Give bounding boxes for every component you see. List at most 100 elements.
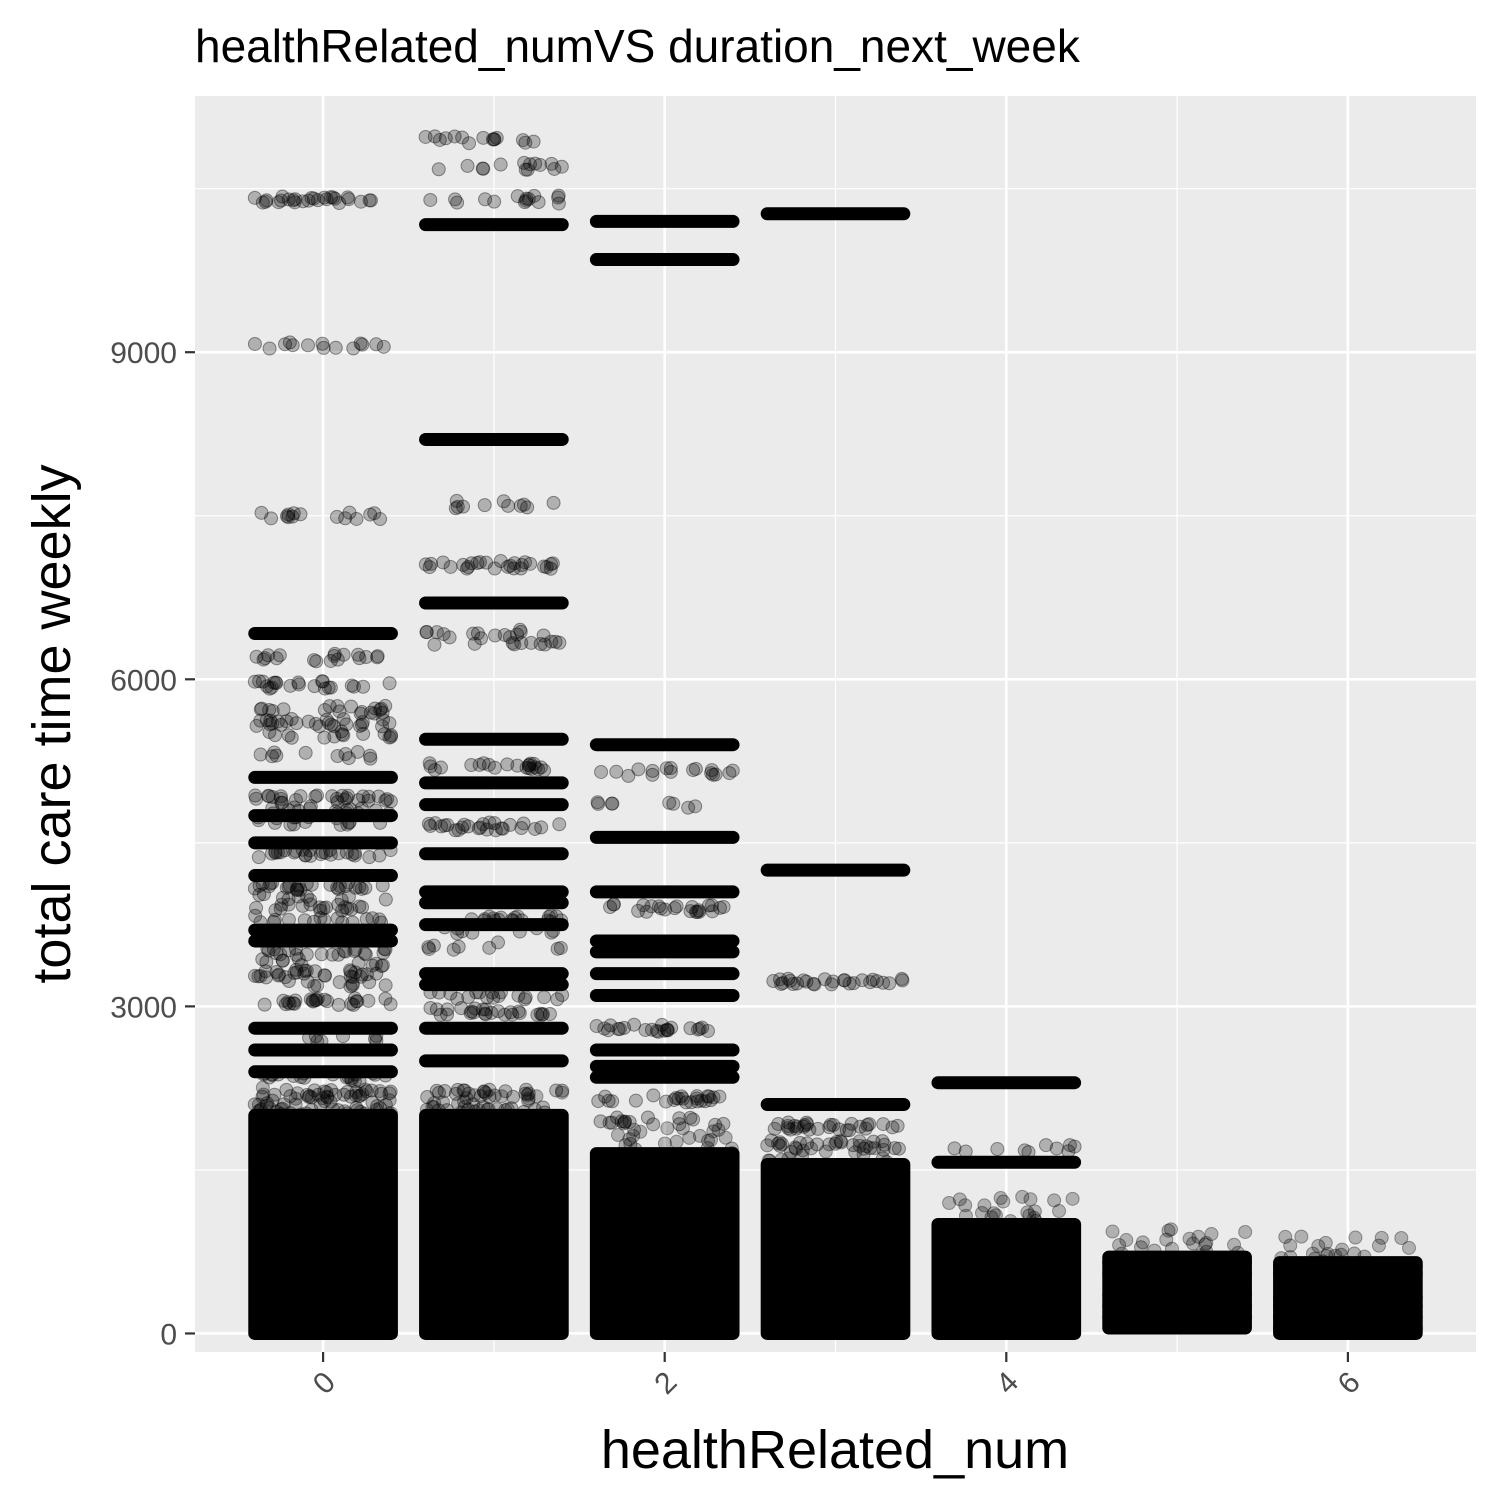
data-point (358, 880, 373, 895)
data-point (330, 806, 345, 821)
data-point (597, 1021, 612, 1036)
data-point (646, 1088, 661, 1103)
data-point (298, 848, 313, 863)
data-point (362, 975, 377, 990)
data-point (514, 820, 529, 835)
data-point (692, 904, 707, 919)
data-point (621, 768, 636, 783)
solid-point-band (419, 1054, 569, 1068)
data-point (333, 817, 348, 832)
data-point (275, 189, 290, 204)
data-point (363, 751, 378, 766)
dense-point-cloud (248, 1108, 398, 1340)
data-point (1186, 1236, 1201, 1251)
data-point (610, 1127, 625, 1142)
data-point (594, 764, 609, 779)
data-point (450, 926, 465, 941)
data-point (688, 761, 703, 776)
data-point (378, 793, 393, 808)
data-point (500, 757, 515, 772)
data-point (537, 990, 552, 1005)
data-point (287, 810, 302, 825)
data-point (514, 636, 529, 651)
data-point (339, 845, 354, 860)
data-point (550, 992, 565, 1007)
solid-point-band (419, 732, 569, 746)
data-point (348, 1088, 363, 1103)
data-point (604, 796, 619, 811)
data-point (612, 1022, 627, 1037)
data-point (251, 850, 266, 865)
data-point (298, 814, 313, 829)
data-point (304, 1090, 319, 1105)
data-point (372, 1084, 387, 1099)
solid-point-band (248, 770, 398, 784)
data-point (260, 679, 275, 694)
data-point (247, 968, 262, 983)
data-point (339, 791, 354, 806)
data-point (669, 1134, 684, 1149)
data-point (1238, 1224, 1253, 1239)
data-point (351, 647, 366, 662)
data-point (543, 914, 558, 929)
data-point (315, 336, 330, 351)
data-point (448, 1086, 463, 1101)
solid-point-band (419, 776, 569, 790)
data-point (287, 800, 302, 815)
data-point (338, 746, 353, 761)
data-point (863, 1140, 878, 1155)
data-point (326, 190, 341, 205)
data-point (859, 1139, 874, 1154)
data-point (555, 987, 570, 1002)
data-point (468, 1001, 483, 1016)
data-point (378, 991, 393, 1006)
data-point (288, 1097, 303, 1112)
data-point (329, 791, 344, 806)
data-point (320, 994, 335, 1009)
data-point (1163, 1222, 1178, 1237)
data-point (877, 1137, 892, 1152)
data-point (255, 195, 270, 210)
data-point (644, 1022, 659, 1037)
data-point (327, 648, 342, 663)
data-point (627, 1122, 642, 1137)
data-point (846, 1138, 861, 1153)
data-point (320, 1090, 335, 1105)
data-point (675, 1091, 690, 1106)
major-gridlines (195, 96, 1476, 1352)
data-point (549, 1083, 564, 1098)
data-point (780, 1119, 795, 1134)
data-point (344, 1071, 359, 1086)
data-point (345, 970, 360, 985)
group-3-points (760, 207, 911, 1340)
data-point (247, 190, 262, 205)
solid-point-band (419, 1021, 569, 1035)
data-point (255, 1080, 270, 1095)
data-point (1348, 1230, 1363, 1245)
data-point (589, 1019, 604, 1034)
data-point (482, 940, 497, 955)
data-point (788, 1141, 803, 1156)
data-point (466, 626, 481, 641)
data-point (255, 674, 270, 689)
data-point (692, 1021, 707, 1036)
data-point (299, 1106, 314, 1121)
data-point (283, 678, 298, 693)
data-point (281, 995, 296, 1010)
data-point (318, 845, 333, 860)
data-point (300, 1087, 315, 1102)
data-point (355, 715, 370, 730)
data-point (262, 1070, 277, 1085)
solid-point-band (589, 253, 740, 267)
data-point (377, 941, 392, 956)
data-point (290, 882, 305, 897)
data-point (275, 1101, 290, 1116)
data-point (305, 993, 320, 1008)
data-point (975, 1205, 990, 1220)
data-point (363, 193, 378, 208)
data-point (852, 1134, 867, 1149)
data-point (318, 968, 333, 983)
data-point (319, 1085, 334, 1100)
data-point (487, 561, 502, 576)
data-point (356, 789, 371, 804)
